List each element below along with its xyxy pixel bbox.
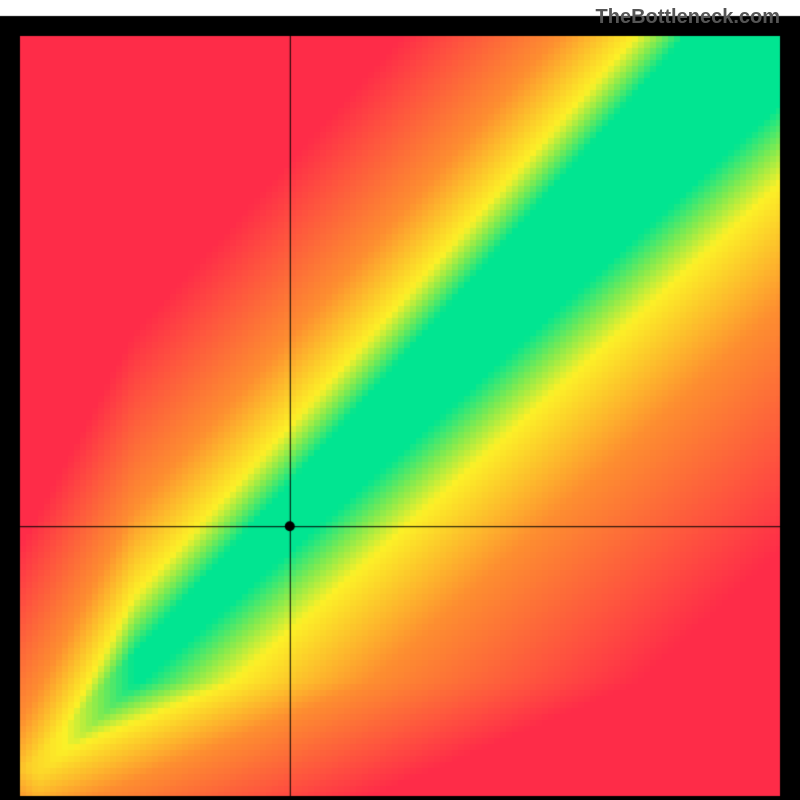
watermark-text: TheBottleneck.com xyxy=(596,6,780,29)
heatmap-canvas xyxy=(0,0,800,800)
